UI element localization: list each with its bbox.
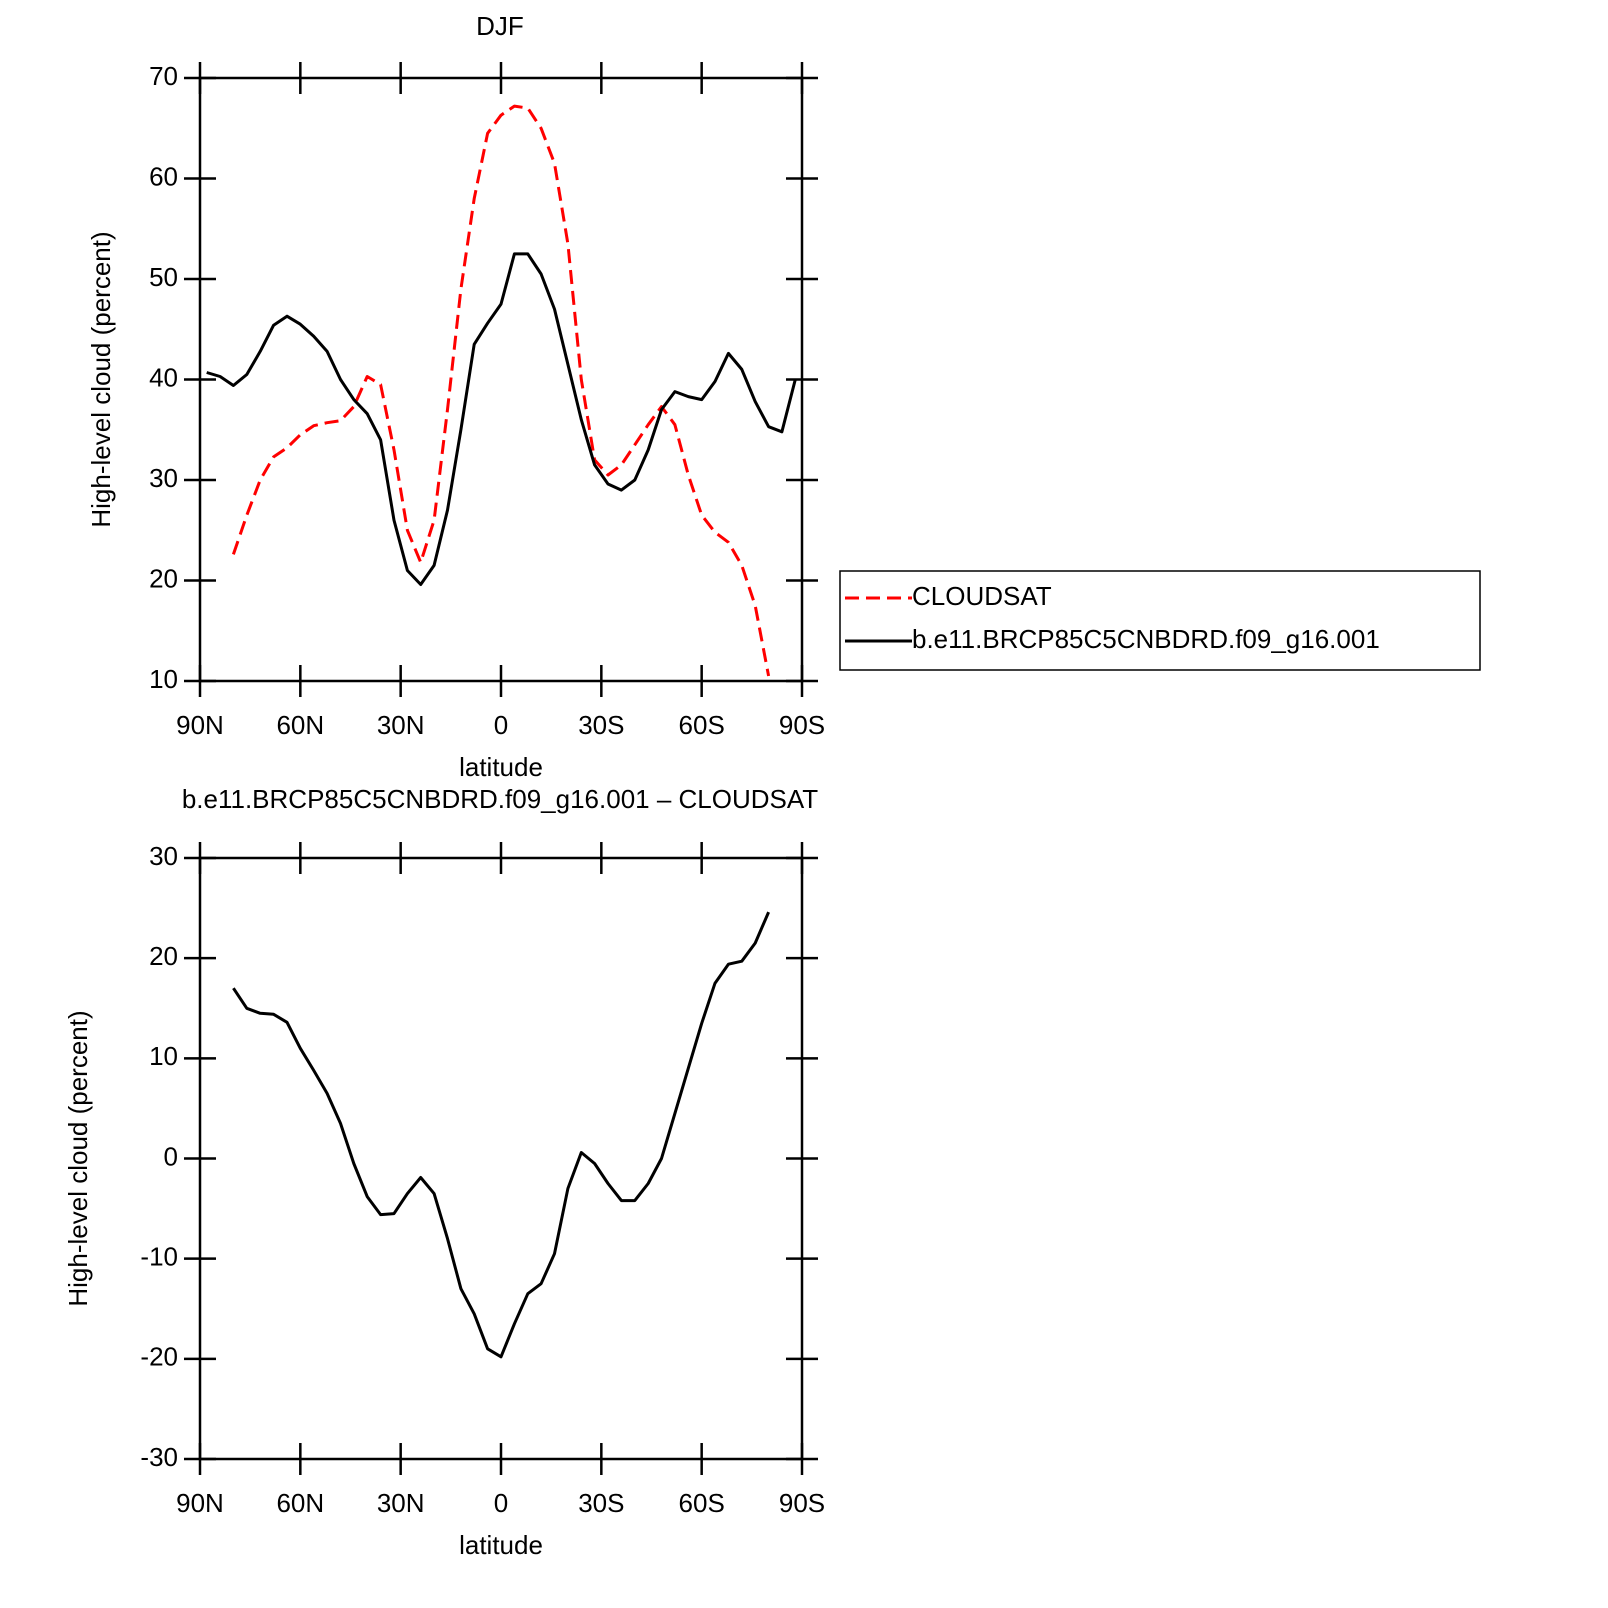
x-tick-label: 90S xyxy=(779,1488,825,1518)
x-tick-label: 90N xyxy=(176,1488,224,1518)
y-tick-label: 20 xyxy=(149,563,178,593)
x-tick-label: 0 xyxy=(494,1488,508,1518)
y-tick-label: 70 xyxy=(149,61,178,91)
y-axis-label: High-level cloud (percent) xyxy=(63,1010,93,1306)
y-tick-label: 20 xyxy=(149,941,178,971)
x-axis-label: latitude xyxy=(459,752,543,782)
x-tick-label: 0 xyxy=(494,710,508,740)
y-axis-label: High-level cloud (percent) xyxy=(86,231,116,527)
x-tick-label: 30N xyxy=(377,710,425,740)
y-tick-label: 60 xyxy=(149,161,178,191)
plot-frame xyxy=(198,856,804,1461)
y-tick-label: 10 xyxy=(149,1041,178,1071)
y-tick-label: -30 xyxy=(140,1442,178,1472)
x-tick-label: 60N xyxy=(276,1488,324,1518)
x-axis-label: latitude xyxy=(459,1530,543,1560)
y-tick-label: 10 xyxy=(149,664,178,694)
y-tick-label: -10 xyxy=(140,1242,178,1272)
x-tick-label: 60N xyxy=(276,710,324,740)
x-tick-label: 30N xyxy=(377,1488,425,1518)
data-line xyxy=(206,252,797,586)
x-tick-label: 90N xyxy=(176,710,224,740)
x-tick-label: 60S xyxy=(679,710,725,740)
x-tick-label: 90S xyxy=(779,710,825,740)
legend-label: b.e11.BRCP85C5CNBDRD.f09_g16.001 xyxy=(912,624,1380,654)
x-tick-label: 30S xyxy=(578,1488,624,1518)
y-tick-label: 40 xyxy=(149,362,178,392)
legend-box xyxy=(839,570,1481,671)
chart-title: DJF xyxy=(476,11,524,41)
legend-label: CLOUDSAT xyxy=(912,581,1052,611)
y-tick-label: 0 xyxy=(164,1141,178,1171)
data-line xyxy=(232,911,770,1359)
data-line xyxy=(231,104,771,677)
x-tick-label: 30S xyxy=(578,710,624,740)
y-tick-label: 30 xyxy=(149,463,178,493)
plot-frame xyxy=(198,76,804,683)
chart-title: b.e11.BRCP85C5CNBDRD.f09_g16.001 – CLOUD… xyxy=(182,784,818,814)
y-tick-label: 50 xyxy=(149,262,178,292)
y-tick-label: -20 xyxy=(140,1342,178,1372)
y-tick-label: 30 xyxy=(149,841,178,871)
x-tick-label: 60S xyxy=(679,1488,725,1518)
